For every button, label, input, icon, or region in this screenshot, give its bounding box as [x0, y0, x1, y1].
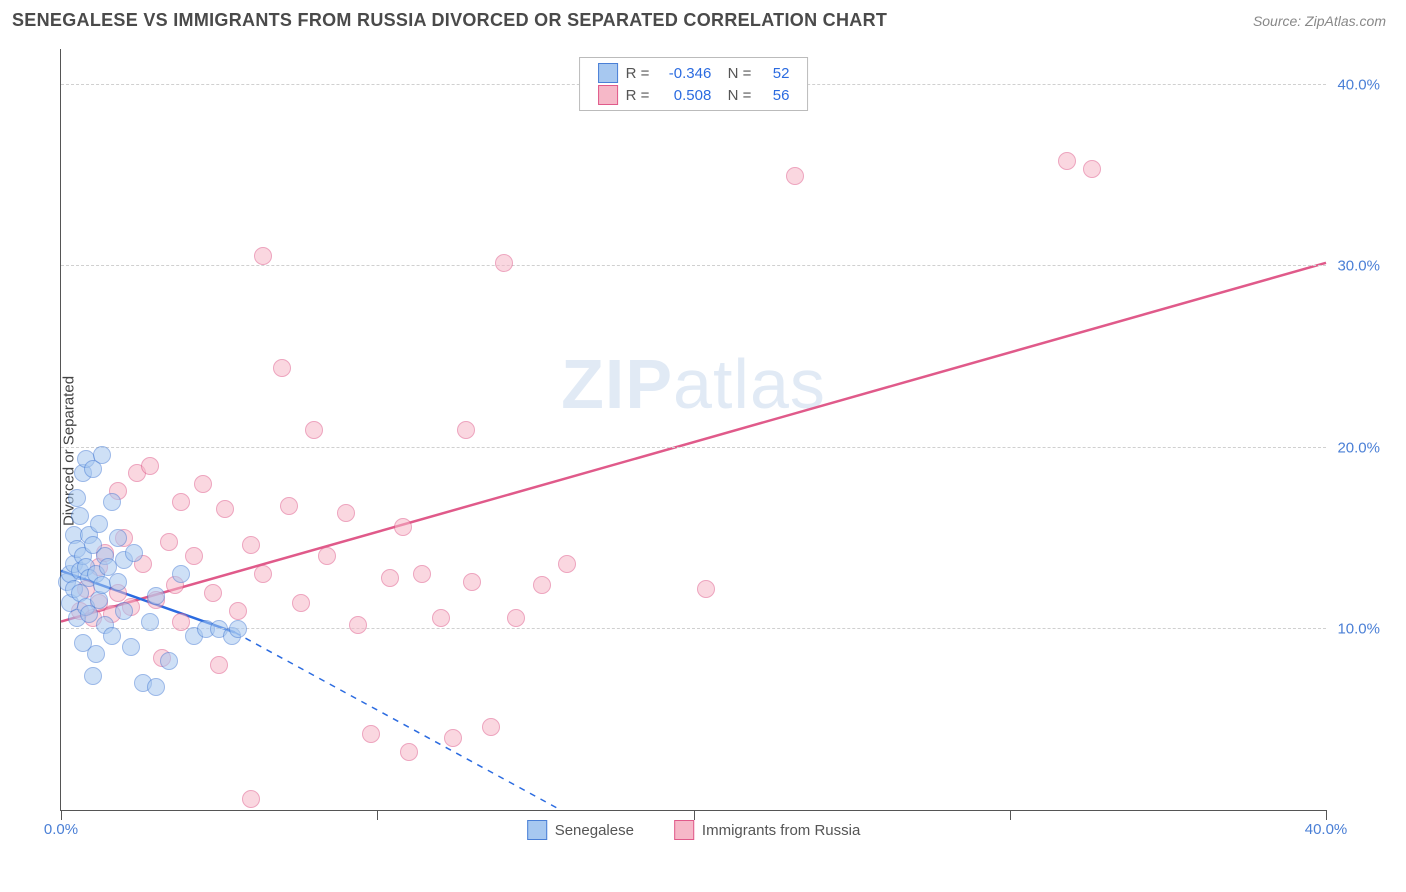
n-label: N =: [719, 87, 751, 104]
chart-container: Divorced or Separated ZIPatlas R = -0.34…: [20, 41, 1386, 861]
data-point: [125, 544, 143, 562]
data-point: [349, 616, 367, 634]
data-point: [337, 504, 355, 522]
data-point: [160, 652, 178, 670]
data-point: [115, 602, 133, 620]
data-point: [172, 565, 190, 583]
data-point: [229, 620, 247, 638]
data-point: [210, 656, 228, 674]
y-tick-label: 10.0%: [1337, 620, 1380, 637]
source-attribution: Source: ZipAtlas.com: [1253, 13, 1386, 29]
data-point: [444, 729, 462, 747]
legend-series: Senegalese Immigrants from Russia: [527, 820, 861, 840]
n-value-senegalese: 52: [759, 65, 789, 82]
legend-row-senegalese: R = -0.346 N = 52: [598, 62, 790, 84]
data-point: [432, 609, 450, 627]
data-point: [141, 613, 159, 631]
data-point: [558, 555, 576, 573]
data-point: [292, 594, 310, 612]
data-point: [84, 667, 102, 685]
data-point: [463, 573, 481, 591]
data-point: [109, 529, 127, 547]
n-label: N =: [719, 65, 751, 82]
data-point: [533, 576, 551, 594]
data-point: [305, 421, 323, 439]
y-tick-label: 40.0%: [1337, 77, 1380, 94]
data-point: [482, 718, 500, 736]
data-point: [172, 493, 190, 511]
data-point: [229, 602, 247, 620]
data-point: [242, 536, 260, 554]
data-point: [362, 725, 380, 743]
data-point: [413, 565, 431, 583]
data-point: [194, 475, 212, 493]
r-value-russia: 0.508: [657, 87, 711, 104]
legend-item-russia: Immigrants from Russia: [674, 820, 860, 840]
legend-label-senegalese: Senegalese: [555, 822, 634, 839]
data-point: [507, 609, 525, 627]
data-point: [273, 359, 291, 377]
data-point: [242, 790, 260, 808]
data-point: [280, 497, 298, 515]
data-point: [185, 547, 203, 565]
r-value-senegalese: -0.346: [657, 65, 711, 82]
data-point: [254, 565, 272, 583]
r-label: R =: [626, 65, 650, 82]
data-point: [103, 627, 121, 645]
data-point: [147, 587, 165, 605]
legend-row-russia: R = 0.508 N = 56: [598, 84, 790, 106]
data-point: [103, 493, 121, 511]
chart-title: SENEGALESE VS IMMIGRANTS FROM RUSSIA DIV…: [12, 10, 887, 31]
data-point: [400, 743, 418, 761]
data-point: [160, 533, 178, 551]
swatch-senegalese: [598, 63, 618, 83]
data-point: [68, 489, 86, 507]
data-point: [147, 678, 165, 696]
y-tick-label: 20.0%: [1337, 439, 1380, 456]
x-tick-label: 0.0%: [44, 821, 78, 838]
data-point: [786, 167, 804, 185]
watermark: ZIPatlas: [561, 344, 826, 424]
x-tick-label: 40.0%: [1305, 821, 1348, 838]
plot-area: ZIPatlas R = -0.346 N = 52 R = 0.508 N =…: [60, 49, 1326, 811]
data-point: [109, 573, 127, 591]
data-point: [1083, 160, 1101, 178]
swatch-senegalese: [527, 820, 547, 840]
data-point: [318, 547, 336, 565]
data-point: [1058, 152, 1076, 170]
data-point: [216, 500, 234, 518]
legend-correlation: R = -0.346 N = 52 R = 0.508 N = 56: [579, 57, 809, 111]
data-point: [697, 580, 715, 598]
swatch-russia: [598, 85, 618, 105]
data-point: [71, 507, 89, 525]
data-point: [87, 645, 105, 663]
data-point: [394, 518, 412, 536]
r-label: R =: [626, 87, 650, 104]
trend-lines: [61, 49, 1326, 810]
data-point: [495, 254, 513, 272]
data-point: [381, 569, 399, 587]
data-point: [141, 457, 159, 475]
y-tick-label: 30.0%: [1337, 258, 1380, 275]
data-point: [254, 247, 272, 265]
data-point: [457, 421, 475, 439]
swatch-russia: [674, 820, 694, 840]
data-point: [90, 515, 108, 533]
n-value-russia: 56: [759, 87, 789, 104]
data-point: [122, 638, 140, 656]
legend-label-russia: Immigrants from Russia: [702, 822, 860, 839]
data-point: [93, 446, 111, 464]
legend-item-senegalese: Senegalese: [527, 820, 634, 840]
data-point: [204, 584, 222, 602]
